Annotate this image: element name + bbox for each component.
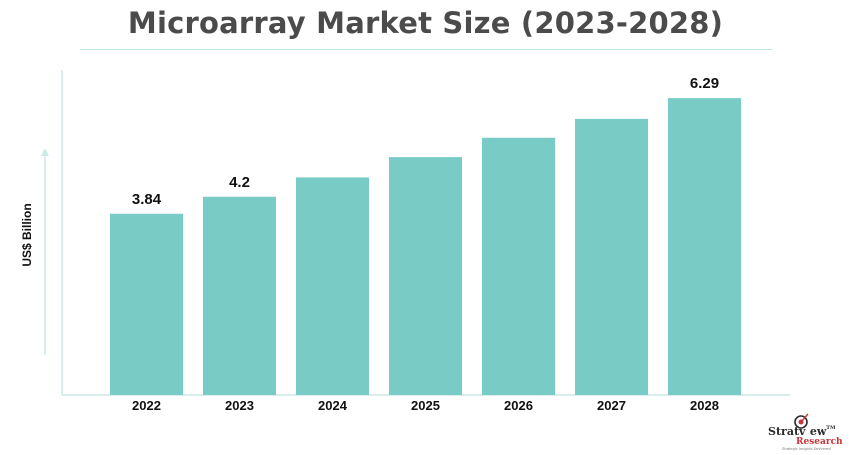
x-tick-2023: 2023	[225, 398, 254, 413]
stratview-logo: Stratv ewTM Research Strategic Insights …	[760, 412, 848, 452]
x-tick-labels: 2022 2023 2024 2025 2026 2027 2028	[132, 398, 719, 413]
x-tick-2022: 2022	[132, 398, 161, 413]
x-tick-2027: 2027	[597, 398, 626, 413]
logo-tagline: Strategic Insights Delivered	[782, 447, 831, 451]
x-tick-2028: 2028	[690, 398, 719, 413]
data-label-2028: 6.29	[690, 75, 719, 92]
data-label-2023: 4.2	[229, 174, 250, 191]
x-tick-2024: 2024	[318, 398, 348, 413]
logo-name: Stratv ewTM	[768, 425, 836, 438]
y-arrow-head	[41, 148, 49, 156]
logo-subtitle: Research	[796, 437, 843, 447]
bar-2024	[296, 177, 369, 395]
bar-series	[110, 98, 741, 395]
title-underline	[80, 49, 772, 50]
bar-2022	[110, 213, 183, 395]
x-tick-2026: 2026	[504, 398, 533, 413]
bar-2028	[668, 98, 741, 395]
x-tick-2025: 2025	[411, 398, 440, 413]
bar-2026	[482, 137, 555, 395]
data-labels: 3.84 4.2 6.29	[132, 75, 719, 208]
bar-2023	[203, 196, 276, 395]
y-axis-label: US$ Billion	[20, 203, 34, 266]
chart-title: Microarray Market Size (2023-2028)	[127, 6, 724, 40]
target-icon	[794, 413, 809, 429]
bar-2025	[389, 157, 462, 395]
bar-2027	[575, 118, 648, 395]
data-label-2022: 3.84	[132, 191, 162, 208]
